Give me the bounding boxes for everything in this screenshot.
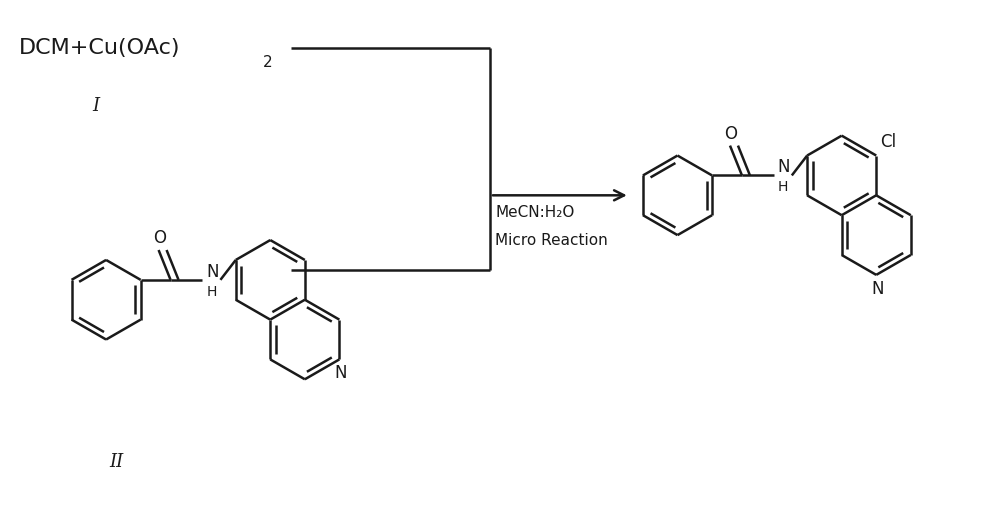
Text: N: N	[778, 159, 790, 176]
Text: H: H	[778, 180, 788, 194]
Text: H: H	[206, 285, 217, 299]
Text: MeCN:H₂O: MeCN:H₂O	[495, 205, 574, 220]
Text: N: N	[334, 364, 347, 382]
Text: N: N	[206, 263, 219, 281]
Text: Micro Reaction: Micro Reaction	[495, 233, 608, 248]
Text: O: O	[724, 125, 737, 142]
Text: DCM+Cu(OAc): DCM+Cu(OAc)	[19, 38, 181, 58]
Text: N: N	[871, 280, 883, 298]
Text: 2: 2	[263, 55, 272, 70]
Text: Cl: Cl	[880, 133, 896, 150]
Text: O: O	[153, 229, 166, 247]
Text: II: II	[109, 453, 123, 471]
Text: I: I	[93, 97, 100, 115]
